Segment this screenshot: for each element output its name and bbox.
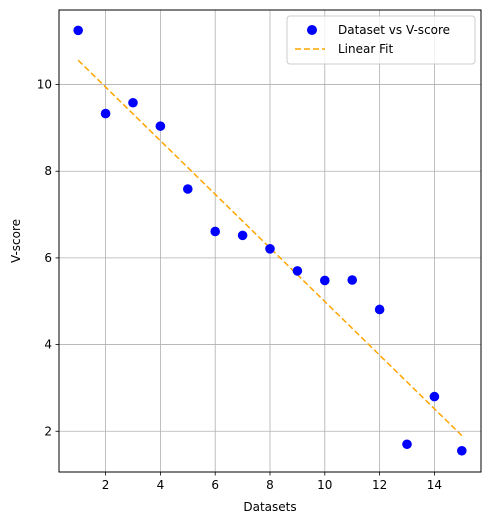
x-tick-label: 12 (372, 478, 387, 492)
data-point (374, 304, 385, 315)
legend-label-scatter: Dataset vs V-score (338, 23, 450, 37)
x-tick-label: 4 (157, 478, 165, 492)
x-tick-label: 6 (211, 478, 219, 492)
y-tick-label: 2 (44, 424, 52, 438)
data-point (128, 97, 138, 108)
data-point (402, 439, 412, 450)
x-tick-label: 2 (102, 478, 110, 492)
axis-ticks: 2 4 6 8 10 12 14 2 4 6 8 10 (37, 78, 442, 492)
data-point (73, 25, 83, 36)
x-tick-label: 8 (266, 478, 274, 492)
data-point (182, 184, 193, 194)
data-point (347, 275, 358, 285)
legend-marker-scatter (307, 25, 317, 35)
data-point (265, 244, 275, 254)
x-tick-label: 14 (427, 478, 442, 492)
data-point (210, 226, 220, 237)
scatter-points (73, 25, 467, 456)
legend-box (286, 15, 476, 65)
y-tick-label: 8 (44, 164, 52, 178)
y-tick-label: 6 (44, 251, 52, 265)
y-tick-label: 10 (37, 78, 52, 92)
data-point (100, 108, 111, 119)
data-point (155, 121, 166, 131)
data-point (320, 275, 330, 286)
legend: Dataset vs V-score Linear Fit (286, 15, 476, 65)
data-point (237, 230, 248, 241)
x-tick-label: 10 (317, 478, 332, 492)
legend-label-linear-fit: Linear Fit (338, 42, 393, 56)
data-point (429, 391, 440, 402)
y-axis-title: V-score (9, 219, 23, 263)
x-axis-title: Datasets (243, 500, 296, 514)
data-point (457, 445, 467, 456)
data-point (292, 266, 303, 276)
y-tick-label: 4 (44, 338, 52, 352)
